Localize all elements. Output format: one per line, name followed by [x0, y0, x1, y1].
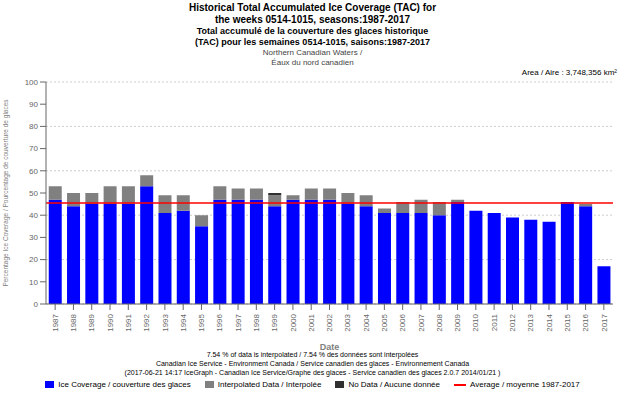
svg-text:40: 40 [29, 211, 38, 220]
html-text:Canadian Ice Service - Environ: Canadian Ice Service - Environment Canad… [155, 360, 470, 367]
svg-text:2008: 2008 [435, 313, 444, 331]
svg-text:10: 10 [29, 278, 38, 287]
svg-text:2017: 2017 [600, 313, 609, 331]
svg-text:1990: 1990 [106, 313, 115, 331]
svg-text:2013: 2013 [526, 313, 535, 331]
svg-text:2015: 2015 [563, 313, 572, 331]
html-text:Interpolated Data / Interpolée: Interpolated Data / Interpolée [217, 380, 322, 389]
html-text:Area / Aire : 3,748,356 km²: Area / Aire : 3,748,356 km² [521, 68, 617, 77]
svg-text:2010: 2010 [472, 313, 481, 331]
svg-text:2007: 2007 [417, 313, 426, 331]
svg-text:Date: Date [320, 342, 340, 350]
svg-text:2009: 2009 [453, 313, 462, 331]
html-text:Total accumulé de la couvertur: Total accumulé de la couverture des glac… [196, 26, 429, 36]
svg-text:2005: 2005 [380, 313, 389, 331]
svg-text:90: 90 [29, 100, 38, 109]
svg-text:30: 30 [29, 233, 38, 242]
svg-text:2016: 2016 [581, 313, 590, 331]
svg-text:1996: 1996 [215, 313, 224, 331]
svg-text:1998: 1998 [252, 313, 261, 331]
html-text:Northern Canadian Waters /: Northern Canadian Waters / [262, 48, 363, 57]
svg-text:2003: 2003 [343, 313, 352, 331]
svg-text:80: 80 [29, 122, 38, 131]
svg-text:2014: 2014 [545, 313, 554, 331]
html-text:Ice Coverage / couverture des: Ice Coverage / couverture des glaces [58, 380, 191, 389]
svg-text:1992: 1992 [142, 313, 151, 331]
svg-text:2000: 2000 [289, 313, 298, 331]
svg-text:50: 50 [29, 189, 38, 198]
svg-text:1991: 1991 [124, 313, 133, 331]
svg-text:0: 0 [34, 300, 39, 309]
svg-text:1997: 1997 [234, 313, 243, 331]
html-text:Éaux du nord canadien: Éaux du nord canadien [271, 58, 354, 67]
svg-text:1988: 1988 [69, 313, 78, 331]
svg-text:2004: 2004 [362, 313, 371, 331]
html-text:No Data / Aucune donnée: No Data / Aucune donnée [348, 380, 440, 389]
svg-text:2011: 2011 [490, 313, 499, 331]
html-text:7.54 % of data is interpolated: 7.54 % of data is interpolated / 7.54 % … [206, 351, 419, 358]
html-text:Historical Total Accumulated I: Historical Total Accumulated Ice Coverag… [189, 2, 436, 13]
svg-text:2012: 2012 [508, 313, 517, 331]
svg-text:1989: 1989 [87, 313, 96, 331]
svg-text:100: 100 [25, 78, 39, 87]
svg-text:2001: 2001 [307, 313, 316, 331]
svg-text:2006: 2006 [398, 313, 407, 331]
svg-text:1995: 1995 [197, 313, 206, 331]
svg-text:2002: 2002 [325, 313, 334, 331]
svg-text:1999: 1999 [270, 313, 279, 331]
html-text:(TAC) pour les semaines 0514-1: (TAC) pour les semaines 0514-1015, saiso… [195, 37, 430, 47]
svg-text:1987: 1987 [51, 313, 60, 331]
html-text:Average / moyenne 1987-2017: Average / moyenne 1987-2017 [470, 380, 580, 389]
html-text:the weeks 0514-1015, seasons:1: the weeks 0514-1015, seasons:1987-2017 [214, 14, 411, 25]
svg-text:70: 70 [29, 144, 38, 153]
svg-text:Percentage Ice Coverage / Pour: Percentage Ice Coverage / Pourcentage de… [8, 99, 10, 287]
html-text:(2017-06-21 14:17 IceGraph - C: (2017-06-21 14:17 IceGraph - Canadian Ic… [124, 369, 501, 376]
svg-text:60: 60 [29, 167, 38, 176]
svg-text:1993: 1993 [161, 313, 170, 331]
svg-text:20: 20 [29, 255, 38, 264]
svg-text:1994: 1994 [179, 313, 188, 331]
